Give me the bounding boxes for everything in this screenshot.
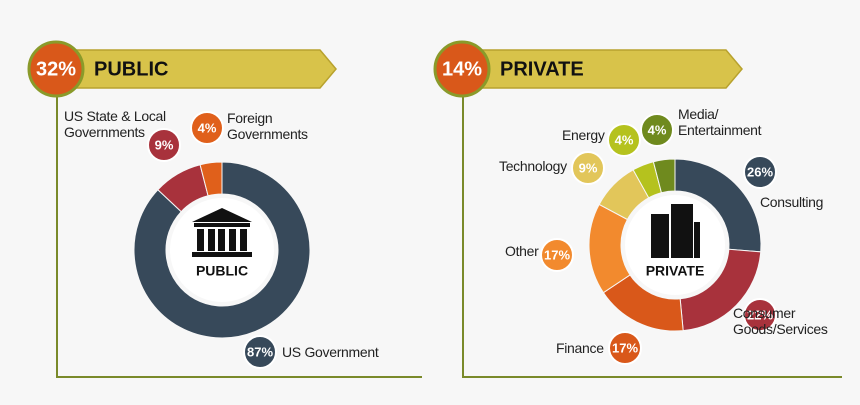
chart-title: PUBLIC — [94, 58, 168, 80]
value-badge — [243, 335, 277, 369]
value-label: 17% — [612, 340, 638, 355]
category-label: US State & Local Governments — [64, 108, 166, 140]
badge-text: 32% — [36, 58, 76, 80]
value-label: 17% — [544, 247, 570, 262]
badge — [27, 40, 85, 98]
value-label: 87% — [247, 344, 273, 359]
category-label: US Government — [282, 344, 379, 360]
donut-segment — [133, 161, 311, 339]
category-label: Other — [505, 243, 539, 259]
center-label: PUBLIC — [196, 263, 248, 279]
value-badge — [608, 331, 642, 365]
bank-icon — [192, 208, 252, 257]
value-badge — [607, 123, 641, 157]
donut-segment — [199, 161, 223, 197]
chart-title: PRIVATE — [500, 58, 584, 80]
value-badge — [743, 298, 777, 332]
value-badge — [540, 238, 574, 272]
value-label: 9% — [579, 160, 598, 175]
frame — [56, 85, 842, 378]
value-badge — [147, 128, 181, 162]
value-label: 9% — [155, 137, 174, 152]
value-label: 22% — [747, 307, 773, 322]
value-label: 4% — [615, 132, 634, 147]
value-badge — [571, 151, 605, 185]
category-label: Media/ Entertainment — [678, 106, 762, 138]
value-badge — [190, 111, 224, 145]
badge — [433, 40, 491, 98]
value-label: 4% — [648, 122, 667, 137]
value-badge — [743, 155, 777, 189]
badge-text: 14% — [442, 58, 482, 80]
building-icon — [651, 204, 700, 258]
category-label: Foreign Governments — [227, 110, 308, 142]
donut-segment — [652, 158, 676, 194]
center-label: PRIVATE — [646, 263, 705, 279]
category-label: Energy — [562, 127, 605, 143]
category-label: Technology — [499, 158, 567, 174]
category-label: Consumer Goods/Services — [733, 305, 828, 337]
value-badge — [640, 113, 674, 147]
category-label: Consulting — [760, 194, 824, 210]
category-label: Finance — [556, 340, 604, 356]
value-label: 26% — [747, 164, 773, 179]
value-label: 4% — [198, 120, 217, 135]
